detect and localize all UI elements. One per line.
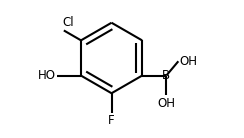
Text: OH: OH xyxy=(179,55,197,68)
Text: HO: HO xyxy=(38,69,56,82)
Text: F: F xyxy=(108,114,115,127)
Text: B: B xyxy=(162,69,170,82)
Text: OH: OH xyxy=(157,97,175,110)
Text: Cl: Cl xyxy=(63,16,74,29)
